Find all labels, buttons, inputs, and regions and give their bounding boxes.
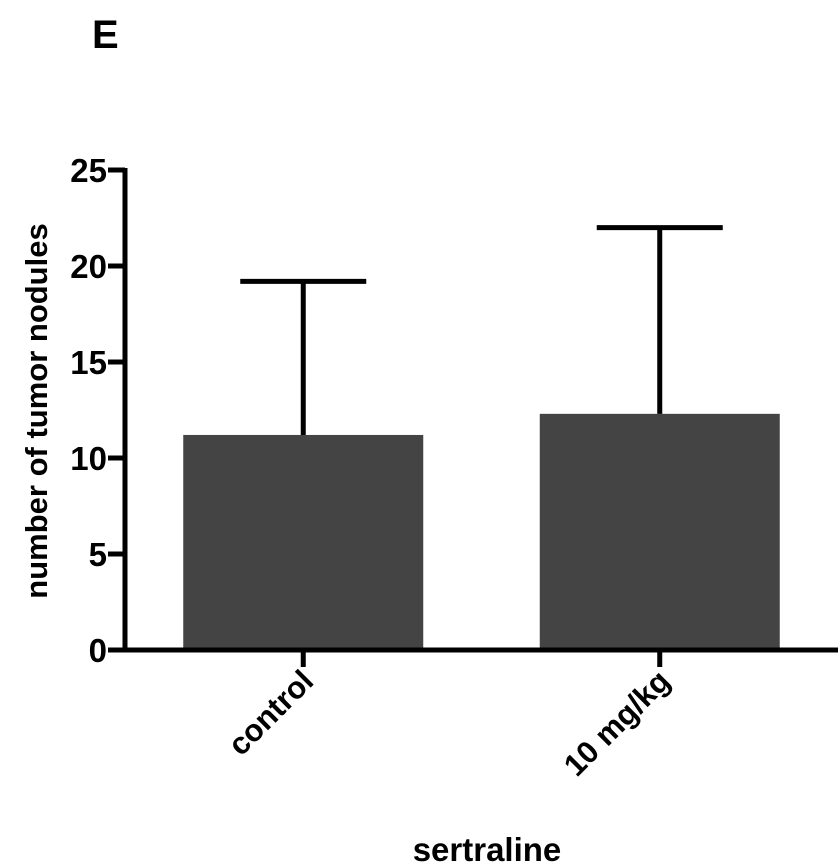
x-tick-label-2: 10 mg/kg	[557, 663, 677, 783]
y-tick-label-5: 5	[89, 536, 107, 573]
x-tick-group: control 10 mg/kg	[221, 650, 677, 783]
y-axis-label: number of tumor nodules	[19, 223, 54, 598]
y-tick-label-10: 10	[70, 440, 107, 477]
bar-2	[539, 413, 780, 650]
y-tick-label-0: 0	[89, 632, 107, 669]
x-tick-label-1: control	[221, 663, 320, 762]
error-bar-group	[240, 225, 723, 435]
y-tick-group: 0 5 10 15 20 25	[70, 152, 125, 669]
axes	[122, 168, 838, 653]
bar-1	[183, 434, 424, 650]
panel-label: E	[92, 13, 119, 57]
y-tick-label-15: 15	[70, 344, 107, 381]
x-axis-label: sertraline	[413, 831, 562, 867]
y-tick-label-20: 20	[70, 248, 107, 285]
bar-group	[183, 413, 780, 650]
y-tick-label-25: 25	[70, 152, 107, 189]
